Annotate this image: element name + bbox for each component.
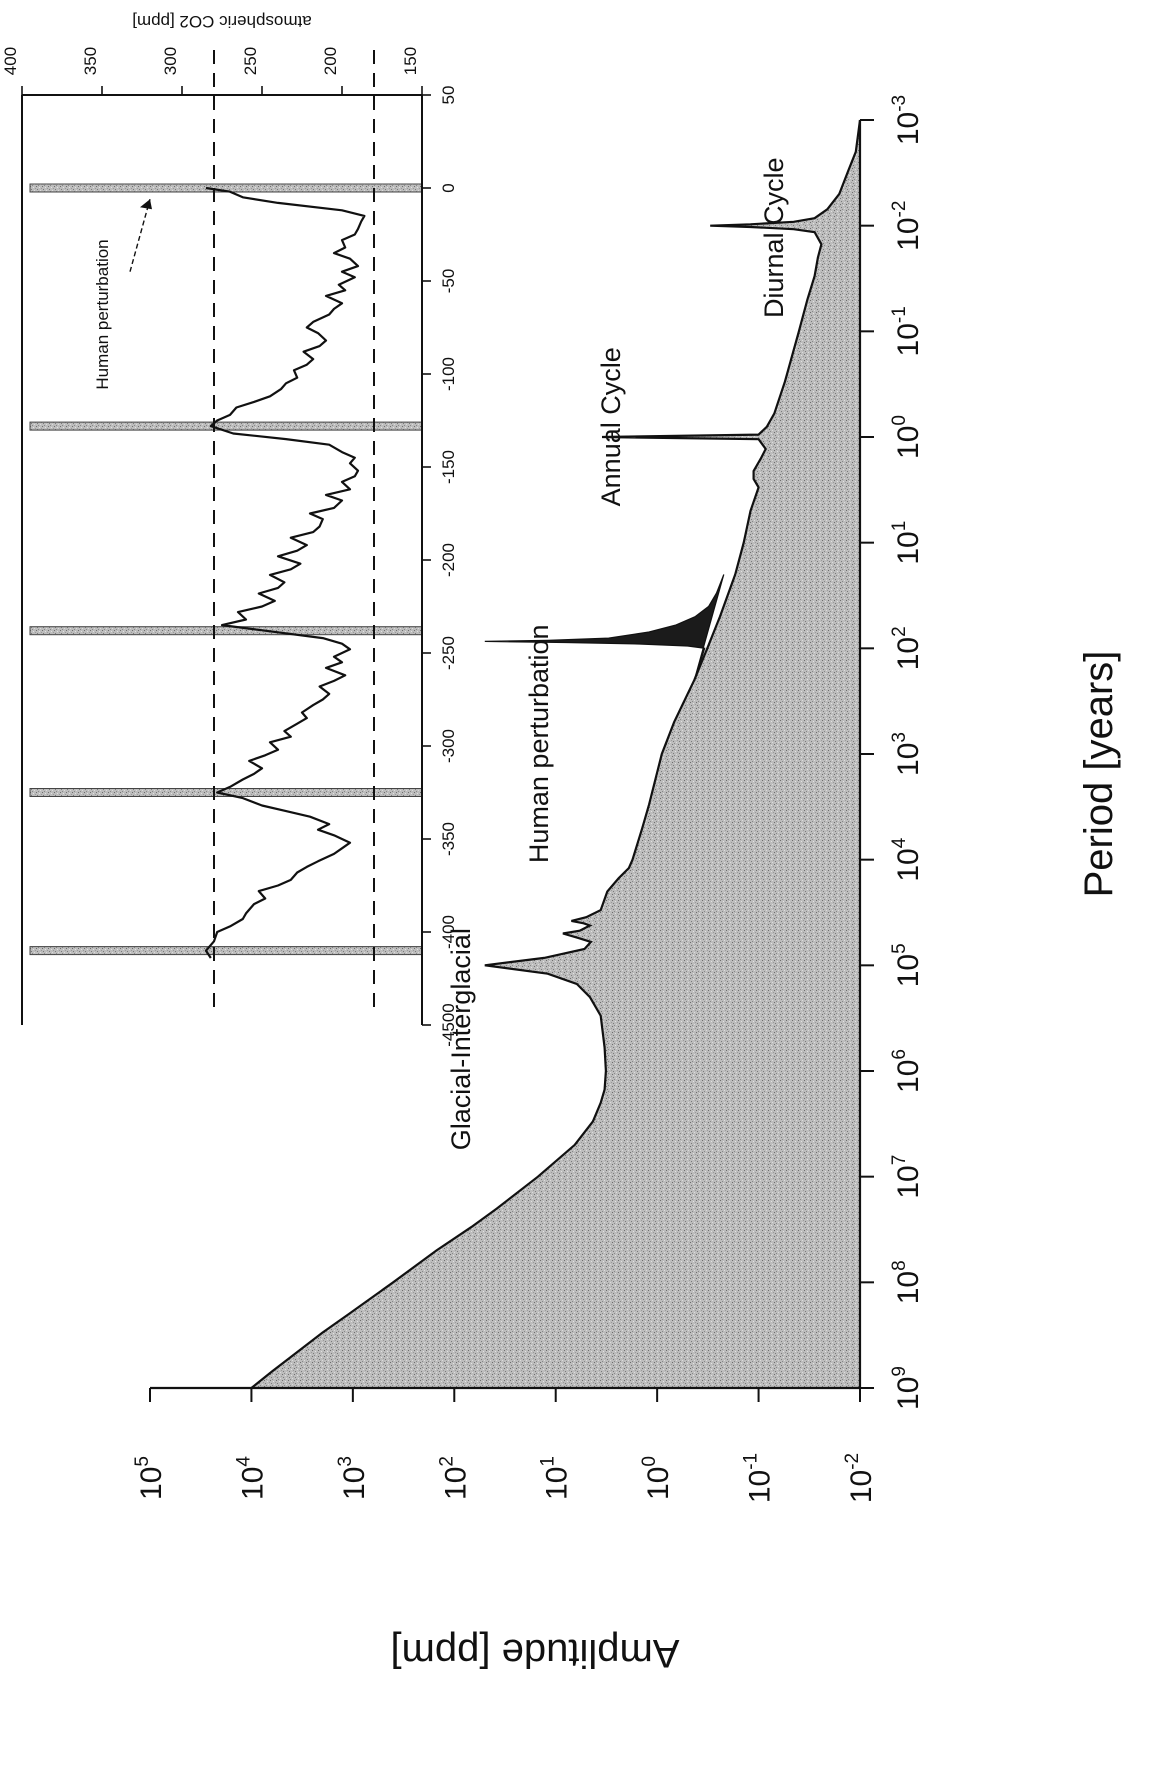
period-tick-label: 108 — [889, 1260, 925, 1304]
inset-time-tick-label: -50 — [439, 269, 458, 294]
inset-co2-tick-label: 150 — [401, 47, 420, 75]
period-tick-label: 101 — [889, 521, 925, 565]
annotation-diurnal-cycle: Diurnal Cycle — [759, 157, 789, 318]
amplitude-tick-label: 10-1 — [741, 1453, 777, 1503]
period-tick-label: 100 — [889, 415, 925, 459]
inset-time-tick-label: -200 — [439, 543, 458, 577]
period-tick-label: 109 — [889, 1366, 925, 1410]
inset-time-tick-label: -400 — [439, 915, 458, 949]
main-axes: 105 104 103 102 101 100 10-1 10-2 109 108 107 106 10… — [132, 95, 1121, 1675]
period-tick-label: 10-2 — [889, 201, 925, 251]
inset-time-tick-label: -150 — [439, 450, 458, 484]
inset-co2-record: -4500 -400 -350 -300 -250 -200 -150 -100 -50 0 50 1… — [1, 12, 458, 1047]
period-tick-label: 10-1 — [889, 306, 925, 356]
interglacial-marker — [29, 626, 423, 636]
interglacial-marker — [29, 421, 423, 431]
amplitude-axis-title: Amplitude [ppm] — [390, 1631, 679, 1675]
inset-human-perturbation-label: Human perturbation — [93, 239, 112, 389]
inset-co2-tick-label: 300 — [161, 47, 180, 75]
co2-line — [204, 186, 366, 959]
amplitude-tick-label: 104 — [233, 1456, 269, 1500]
inset-time-tick-label: -300 — [439, 729, 458, 763]
annotation-glacial-interglacial: Glacial-Interglacial — [446, 928, 476, 1150]
human-perturbation-peak — [484, 574, 725, 681]
period-tick-label: 106 — [889, 1049, 925, 1093]
inset-co2-tick-label: 250 — [241, 47, 260, 75]
inset-arrow-head — [140, 199, 152, 210]
inset-time-tick-label: 0 — [439, 183, 458, 192]
spectrum-fill — [251, 120, 860, 1388]
annotation-annual-cycle: Annual Cycle — [596, 347, 626, 506]
spectrum-area — [250, 119, 862, 1389]
inset-time-tick-label: -100 — [439, 357, 458, 391]
spectrum-line — [250, 119, 862, 1389]
inset-co2-tick-label: 200 — [321, 47, 340, 75]
inset-co2-tick-label: 400 — [1, 47, 20, 75]
inset-co2-tick-label: 350 — [81, 47, 100, 75]
inset-co2-axis-title: atmospheric CO2 [ppm] — [132, 12, 312, 31]
inset-time-tick-label: -350 — [439, 822, 458, 856]
inset-arrow-line — [129, 199, 151, 272]
inset-time-tick-label: -250 — [439, 636, 458, 670]
period-tick-label: 10-3 — [889, 95, 925, 145]
period-tick-label: 103 — [889, 732, 925, 776]
inset-time-tick-label: 50 — [439, 86, 458, 105]
amplitude-tick-label: 103 — [335, 1456, 371, 1500]
amplitude-tick-label: 100 — [639, 1456, 675, 1500]
period-axis-title: Period [years] — [1077, 651, 1121, 898]
inset-time-tick-label: -4500 — [439, 1003, 458, 1046]
interglacial-marker — [29, 946, 423, 956]
period-tick-label: 104 — [889, 837, 925, 881]
amplitude-tick-label: 105 — [132, 1456, 168, 1500]
amplitude-tick-label: 102 — [436, 1456, 472, 1500]
amplitude-tick-label: 101 — [538, 1456, 574, 1500]
main-annotations: Glacial-Interglacial Human perturbation An… — [446, 157, 789, 1150]
period-tick-label: 105 — [889, 943, 925, 987]
annotation-human-perturbation: Human perturbation — [524, 624, 554, 863]
amplitude-tick-label: 10-2 — [842, 1453, 878, 1503]
period-tick-label: 102 — [889, 626, 925, 670]
period-tick-label: 107 — [889, 1155, 925, 1199]
